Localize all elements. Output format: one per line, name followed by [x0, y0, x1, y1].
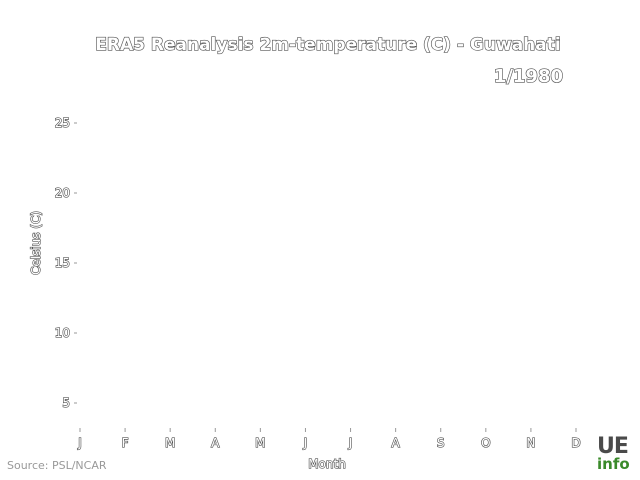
- x-tick-label: D: [571, 436, 580, 450]
- x-tick-label: N: [526, 436, 535, 450]
- y-axis: 5 10 15 20 25: [54, 115, 77, 411]
- y-axis-label: Celsius (C): [29, 211, 43, 275]
- chart-title: ERA5 Reanalysis 2m-temperature (C) - Guw…: [95, 35, 560, 55]
- logo-text-top: UE: [597, 434, 629, 459]
- x-tick-label: M: [165, 436, 175, 450]
- x-tick-label: O: [481, 436, 490, 450]
- x-tick-label: A: [211, 436, 220, 450]
- logo-text-bottom: info: [597, 455, 630, 473]
- ueinfo-logo: UE info: [597, 436, 635, 474]
- y-tick-label: 20: [55, 186, 70, 200]
- y-tick-label: 15: [55, 256, 70, 270]
- y-tick-label: 10: [55, 326, 70, 340]
- x-tick-label: A: [392, 436, 401, 450]
- x-tick-label: M: [255, 436, 265, 450]
- x-tick-label: J: [303, 436, 308, 450]
- y-tick-label: 5: [62, 396, 70, 410]
- frame-label: 1/1980: [494, 66, 563, 87]
- x-tick-label: J: [348, 436, 353, 450]
- x-tick-label: J: [77, 436, 82, 450]
- x-axis-label: Month: [308, 457, 346, 471]
- source-note: Source: PSL/NCAR: [7, 459, 107, 472]
- y-tick-label: 25: [55, 116, 70, 130]
- x-tick-label: S: [437, 436, 445, 450]
- x-tick-label: F: [122, 436, 129, 450]
